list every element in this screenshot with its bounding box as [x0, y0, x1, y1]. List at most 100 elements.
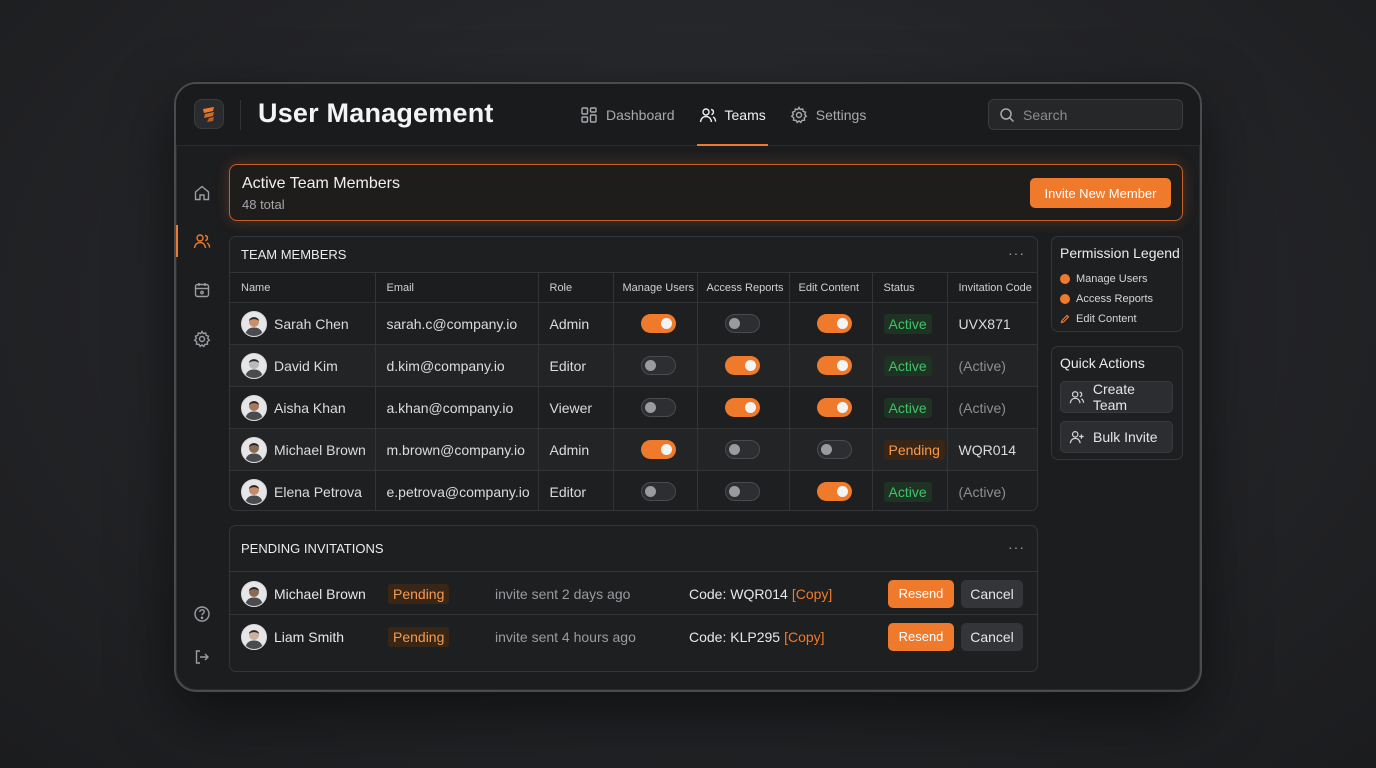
tab-teams[interactable]: Teams — [687, 84, 778, 146]
search-box[interactable] — [988, 99, 1183, 130]
sidebar-item-help[interactable] — [176, 598, 228, 630]
member-email: a.khan@company.io — [375, 386, 539, 429]
manage-users-toggle[interactable] — [640, 314, 676, 333]
pencil-icon — [1060, 314, 1070, 324]
member-name: Sarah Chen — [274, 315, 349, 332]
tab-label: Settings — [815, 107, 867, 123]
calendar-icon — [194, 283, 210, 298]
search-input[interactable] — [1023, 106, 1173, 123]
status-cell: Pending — [388, 572, 450, 615]
tab-settings[interactable]: Settings — [778, 84, 879, 146]
table-row[interactable]: David Kim d.kim@company.io Editor Active… — [230, 344, 1037, 387]
logout-icon — [195, 650, 209, 664]
table-row[interactable]: Michael Brown m.brown@company.io Admin P… — [230, 428, 1037, 471]
column-header[interactable]: Access Reports — [697, 272, 790, 303]
copy-link[interactable]: [Copy] — [791, 585, 833, 602]
sidebar — [176, 146, 228, 690]
column-header[interactable]: Email — [375, 272, 539, 303]
column-header[interactable]: Manage Users — [613, 272, 698, 303]
grid-icon — [581, 107, 597, 123]
column-header[interactable]: Invitation Code — [947, 272, 1037, 303]
table-header-row: Name Email Role Manage Users Access Repo… — [230, 272, 1037, 303]
avatar — [241, 352, 267, 379]
more-options-icon[interactable]: ··· — [1008, 245, 1025, 261]
column-header[interactable]: Role — [538, 272, 614, 303]
invitee-name: Michael Brown — [274, 585, 366, 602]
status-badge: Active — [883, 481, 932, 502]
status-cell: Pending — [388, 615, 450, 658]
column-header[interactable]: Edit Content — [789, 272, 873, 303]
users-icon — [1069, 391, 1085, 404]
tab-dashboard[interactable]: Dashboard — [568, 84, 687, 146]
main-nav: Dashboard Teams Settings — [568, 84, 878, 146]
bulk-invite-button[interactable]: Bulk Invite — [1060, 421, 1173, 453]
copy-link[interactable]: [Copy] — [784, 628, 825, 645]
access-reports-cell — [697, 344, 790, 387]
edit-content-toggle[interactable] — [816, 356, 852, 375]
page-title: User Management — [258, 98, 494, 128]
manage-users-toggle[interactable] — [640, 440, 676, 459]
invite-new-member-button[interactable]: Invite New Member — [1030, 178, 1171, 208]
logo-icon[interactable] — [194, 99, 224, 129]
legend-item-access-reports: Access Reports — [1060, 289, 1182, 309]
list-item: Michael Brown Pending invite sent 2 days… — [230, 571, 1037, 614]
edit-content-toggle[interactable] — [816, 440, 852, 459]
invitee-name: Liam Smith — [274, 628, 345, 645]
table-row[interactable]: Aisha Khan a.khan@company.io Viewer Acti… — [230, 386, 1037, 429]
resend-button[interactable]: Resend — [888, 622, 954, 651]
name-cell: David Kim — [230, 344, 376, 387]
status-cell: Active — [872, 344, 948, 387]
access-reports-toggle[interactable] — [724, 440, 760, 459]
access-reports-cell — [697, 428, 790, 471]
edit-content-toggle[interactable] — [816, 482, 852, 502]
member-role: Viewer — [538, 386, 614, 429]
access-reports-toggle[interactable] — [724, 398, 760, 417]
member-role: Admin — [538, 302, 614, 345]
member-name: David Kim — [274, 357, 338, 374]
status-cell: Active — [872, 470, 948, 510]
sidebar-item-calendar[interactable] — [176, 274, 228, 306]
access-reports-toggle[interactable] — [724, 482, 760, 502]
sidebar-item-logout[interactable] — [176, 641, 228, 673]
table-row[interactable]: Sarah Chen sarah.c@company.io Admin Acti… — [230, 302, 1037, 345]
invite-code: Code: WQR014 [Copy] — [689, 572, 832, 615]
manage-users-cell — [613, 428, 698, 471]
resend-button[interactable]: Resend — [888, 579, 954, 608]
help-icon — [194, 606, 210, 622]
column-header[interactable]: Name — [230, 272, 376, 303]
status-cell: Pending — [872, 428, 948, 471]
manage-users-toggle[interactable] — [640, 398, 676, 417]
sidebar-item-settings[interactable] — [176, 323, 228, 355]
access-reports-toggle[interactable] — [724, 356, 760, 375]
access-reports-toggle[interactable] — [724, 314, 760, 333]
avatar — [241, 623, 267, 650]
more-options-icon[interactable]: ··· — [1008, 539, 1025, 555]
users-icon — [699, 108, 716, 123]
edit-content-toggle[interactable] — [816, 314, 852, 333]
settings-icon — [193, 330, 211, 348]
invitation-code: WQR014 — [947, 428, 1037, 471]
dot-icon — [1060, 274, 1070, 284]
cancel-button[interactable]: Cancel — [961, 579, 1023, 608]
sidebar-item-home[interactable] — [176, 177, 228, 209]
invitation-code: UVX871 — [947, 302, 1037, 345]
manage-users-toggle[interactable] — [640, 356, 676, 375]
create-team-button[interactable]: Create Team — [1060, 381, 1173, 413]
column-header[interactable]: Status — [872, 272, 948, 303]
invitation-code: (Active) — [947, 344, 1037, 387]
edit-content-toggle[interactable] — [816, 398, 852, 417]
sidebar-item-users[interactable] — [176, 225, 228, 257]
member-email: m.brown@company.io — [375, 428, 539, 471]
manage-users-toggle[interactable] — [640, 482, 676, 502]
panel-header: TEAM MEMBERS ··· — [230, 237, 1037, 272]
table-row[interactable]: Elena Petrova e.petrova@company.io Edito… — [230, 470, 1037, 510]
active-members-banner: Active Team Members 48 total Invite New … — [229, 164, 1183, 221]
user-plus-icon — [1069, 431, 1084, 444]
manage-users-cell — [613, 302, 698, 345]
cancel-button[interactable]: Cancel — [961, 622, 1023, 651]
members-table-body: Sarah Chen sarah.c@company.io Admin Acti… — [230, 302, 1037, 510]
pending-invitations-panel: PENDING INVITATIONS ··· Michael Brown Pe… — [229, 525, 1038, 672]
member-role: Editor — [538, 470, 614, 510]
button-label: Create Team — [1092, 381, 1135, 413]
actions: Cancel — [961, 615, 1023, 658]
